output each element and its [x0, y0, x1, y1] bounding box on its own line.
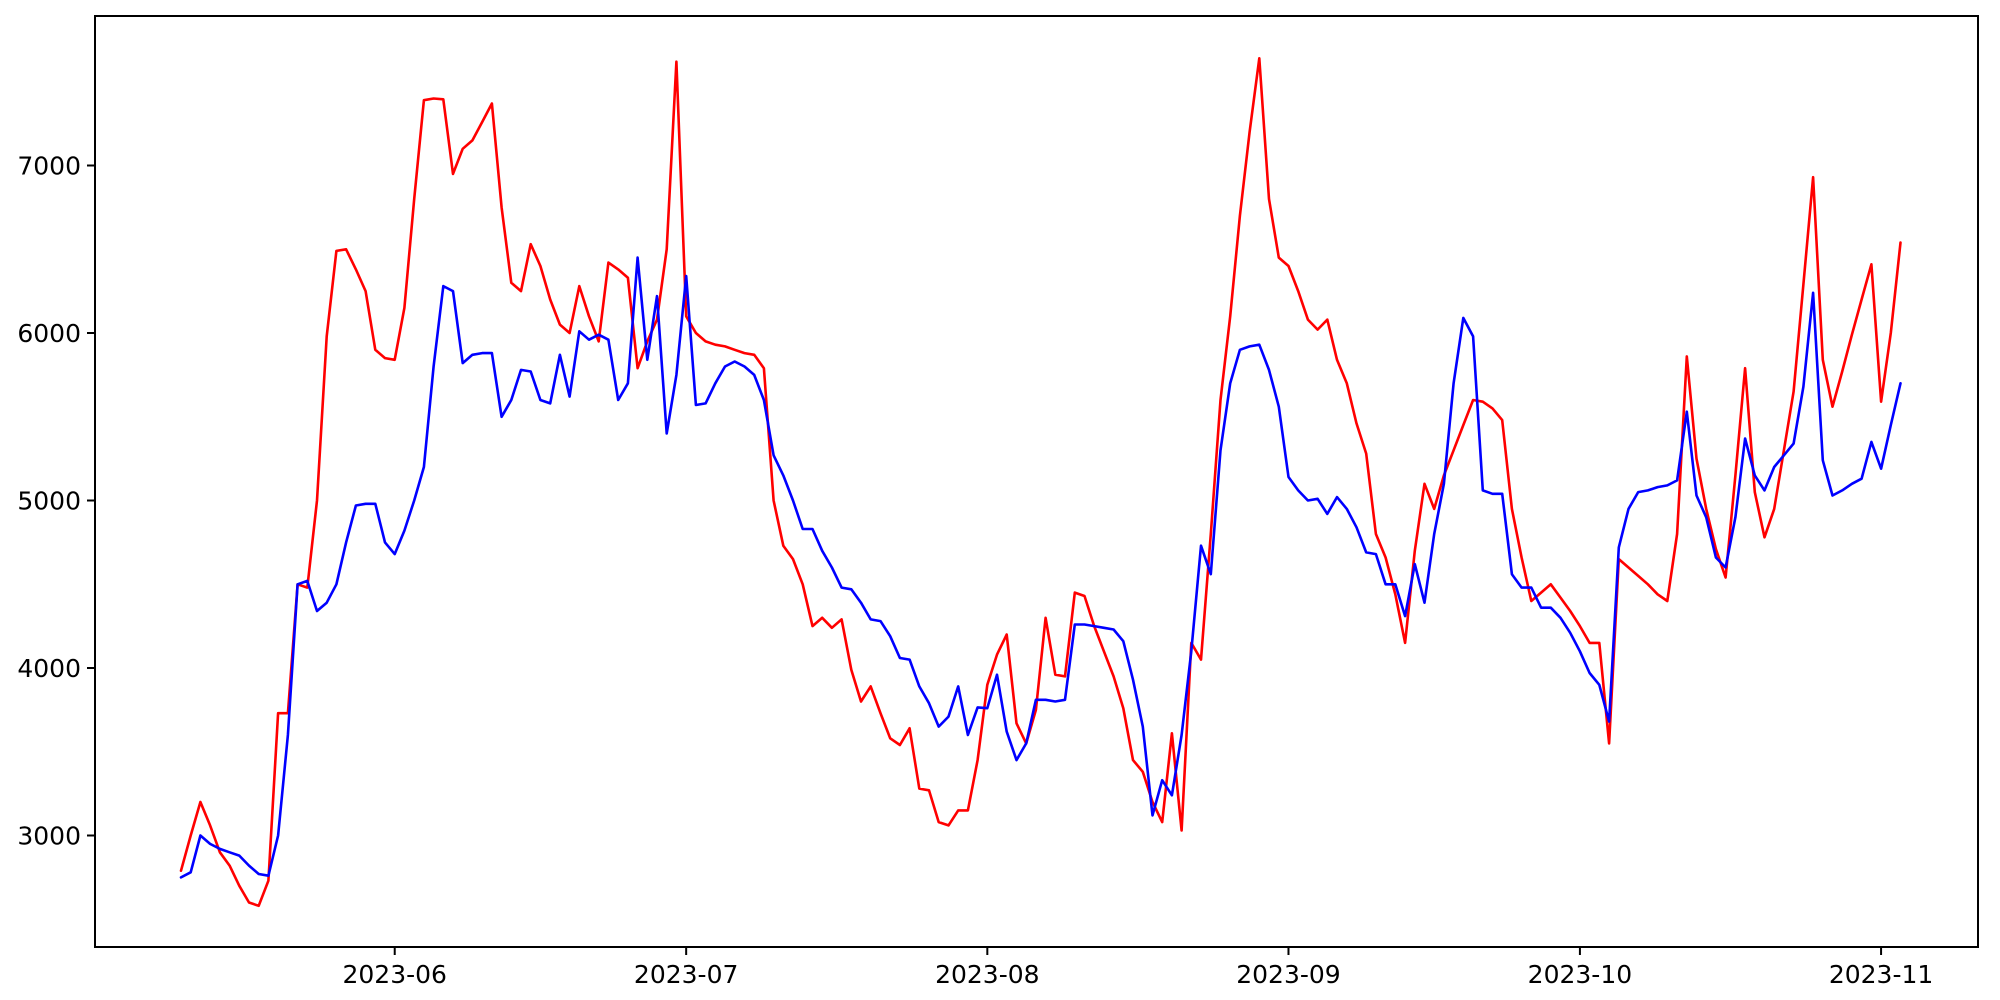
blue-series-line — [179, 256, 1902, 879]
x-tick-label: 2023-09 — [1236, 960, 1340, 989]
y-axis-ticks — [87, 164, 95, 837]
x-tick-label: 2023-06 — [342, 960, 446, 989]
x-tick-label: 2023-10 — [1528, 960, 1632, 989]
y-tick-label: 4000 — [17, 654, 81, 683]
x-tick-label: 2023-11 — [1829, 960, 1933, 989]
red-series-line — [179, 56, 1902, 908]
y-tick-label: 7000 — [17, 152, 81, 181]
x-axis-ticks — [393, 947, 1883, 955]
x-tick-label: 2023-07 — [634, 960, 738, 989]
y-tick-label: 3000 — [17, 822, 81, 851]
plot-frame — [94, 15, 1979, 948]
data-series-lines — [179, 56, 1902, 908]
y-axis-tick-labels: 3000 4000 5000 6000 7000 — [17, 152, 81, 851]
y-tick-label: 6000 — [17, 319, 81, 348]
x-axis-tick-labels: 2023-06 2023-07 2023-08 2023-09 2023-10 2023-… — [342, 960, 1933, 989]
y-tick-label: 5000 — [17, 487, 81, 516]
x-tick-label: 2023-08 — [935, 960, 1039, 989]
